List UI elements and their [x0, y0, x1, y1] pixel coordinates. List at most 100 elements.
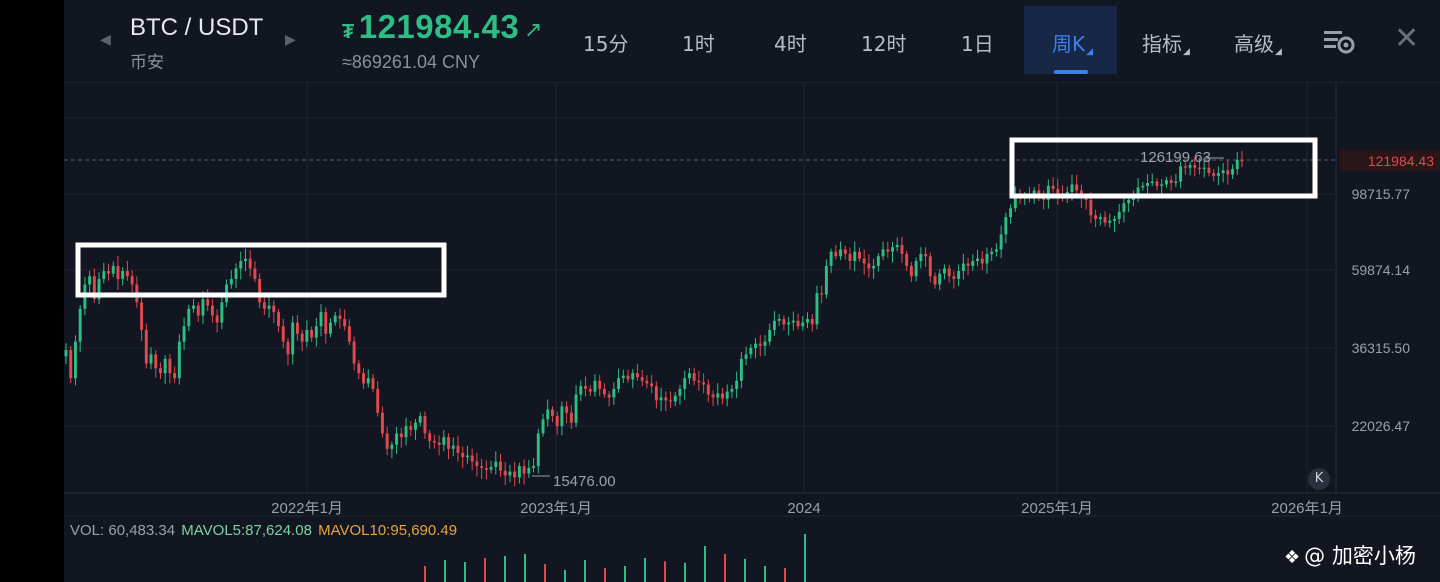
- tab-indicators[interactable]: 指标◢: [1142, 28, 1190, 57]
- candle-body: [465, 455, 469, 458]
- candle-body: [480, 466, 484, 468]
- candle-body: [550, 409, 554, 416]
- active-tab-highlight: [1024, 6, 1117, 74]
- candle-body: [409, 426, 413, 430]
- candle-body: [1164, 180, 1168, 185]
- candle-body: [942, 268, 946, 274]
- candle-body: [730, 388, 734, 392]
- candle-body: [1169, 180, 1173, 183]
- y-tick-label: 36315.50: [1352, 340, 1411, 356]
- candle-body: [1240, 159, 1244, 162]
- candle-body: [447, 437, 451, 449]
- tab-12h[interactable]: 12时: [861, 32, 907, 56]
- prev-pair-icon[interactable]: ◀: [100, 32, 111, 48]
- candle-body: [593, 380, 597, 392]
- candle-body: [739, 358, 743, 381]
- candle-body: [499, 461, 502, 471]
- x-tick-label: 2023年1月: [520, 500, 592, 517]
- candle-body: [1051, 185, 1055, 189]
- candle-body: [673, 395, 677, 402]
- candle-body: [1098, 217, 1102, 219]
- candle-body: [796, 320, 800, 327]
- tab-1h[interactable]: 1时: [682, 32, 715, 56]
- candle-body: [215, 315, 219, 323]
- candle-body: [1075, 184, 1079, 191]
- x-tick-label: 2026年1月: [1271, 500, 1343, 517]
- reset-view-button[interactable]: K: [1308, 468, 1330, 490]
- tab-advanced[interactable]: 高级◢: [1234, 28, 1282, 57]
- candle-body: [607, 394, 611, 398]
- chart-settings-icon[interactable]: [1322, 26, 1356, 56]
- candle-body: [1160, 184, 1164, 186]
- price-up-arrow-icon: ↗: [524, 18, 543, 43]
- candle-body: [262, 302, 266, 309]
- candle-body: [1108, 220, 1112, 223]
- tab-4h[interactable]: 4时: [774, 32, 807, 56]
- price-cny: ≈869261.04 CNY: [342, 52, 480, 72]
- x-tick-label: 2025年1月: [1021, 500, 1093, 517]
- highlight-box: [75, 242, 447, 298]
- candle-body: [267, 305, 271, 309]
- next-pair-icon[interactable]: ▶: [285, 32, 296, 48]
- candle-body: [144, 329, 148, 364]
- volume-bar: [584, 560, 586, 582]
- candle-body: [602, 388, 606, 395]
- volume-bar: [444, 560, 446, 582]
- candle-body: [69, 350, 73, 379]
- tab-weekly[interactable]: 周K◢: [1052, 28, 1093, 57]
- tab-1d[interactable]: 1日: [961, 32, 994, 56]
- price-chart[interactable]: 98715.77 59874.14 36315.50 22026.47 2022年1月 2…: [64, 0, 1440, 582]
- candle-body: [631, 373, 635, 380]
- candle-body: [1141, 185, 1145, 188]
- candle-body: [716, 393, 720, 398]
- candle-body: [621, 375, 625, 379]
- candle-body: [541, 419, 545, 434]
- candle-body: [881, 249, 885, 257]
- candle-body: [470, 455, 474, 462]
- candle-body: [1179, 166, 1183, 182]
- candle-body: [1207, 167, 1211, 174]
- candle-body: [872, 265, 876, 269]
- candle-body: [777, 318, 781, 321]
- candle-body: [376, 388, 380, 413]
- candle-body: [754, 343, 758, 348]
- candle-body: [324, 312, 328, 334]
- trading-pair[interactable]: BTC / USDT: [130, 14, 264, 41]
- candle-body: [924, 253, 928, 257]
- candle-body: [300, 333, 304, 342]
- candle-body: [1146, 182, 1150, 186]
- candle-body: [721, 393, 724, 399]
- candle-body: [862, 258, 866, 264]
- candle-body: [546, 409, 550, 420]
- volume-bar: [724, 554, 726, 582]
- candle-body: [612, 388, 616, 398]
- candle-body: [574, 394, 578, 423]
- last-price-value: 121984.43: [358, 8, 520, 45]
- candle-body: [843, 249, 847, 254]
- candle-body: [598, 380, 602, 389]
- x-tick-label: 2024: [787, 500, 820, 517]
- tab-15m[interactable]: 15分: [583, 32, 629, 56]
- binance-logo-icon: ❖: [1284, 547, 1301, 568]
- candle-body: [206, 299, 210, 306]
- tether-symbol: ₮: [342, 21, 355, 43]
- candle-body: [669, 400, 672, 402]
- close-icon[interactable]: ✕: [1394, 21, 1420, 56]
- candle-body: [177, 341, 181, 379]
- candle-body: [919, 253, 923, 262]
- volume-bar: [484, 558, 486, 582]
- candle-body: [938, 273, 942, 285]
- volume-bar: [784, 568, 786, 582]
- volume-bar: [764, 566, 766, 582]
- candle-body: [678, 388, 682, 396]
- candle-body: [976, 258, 979, 262]
- candle-body: [168, 358, 172, 374]
- candle-body: [210, 305, 214, 316]
- candle-body: [1150, 181, 1154, 183]
- volume-bar: [664, 561, 666, 582]
- candle-body: [527, 467, 531, 474]
- candle-body: [196, 305, 200, 316]
- watermark-text: @ 加密小杨: [1304, 544, 1416, 568]
- candle-body: [1089, 199, 1093, 216]
- candle-body: [428, 433, 432, 441]
